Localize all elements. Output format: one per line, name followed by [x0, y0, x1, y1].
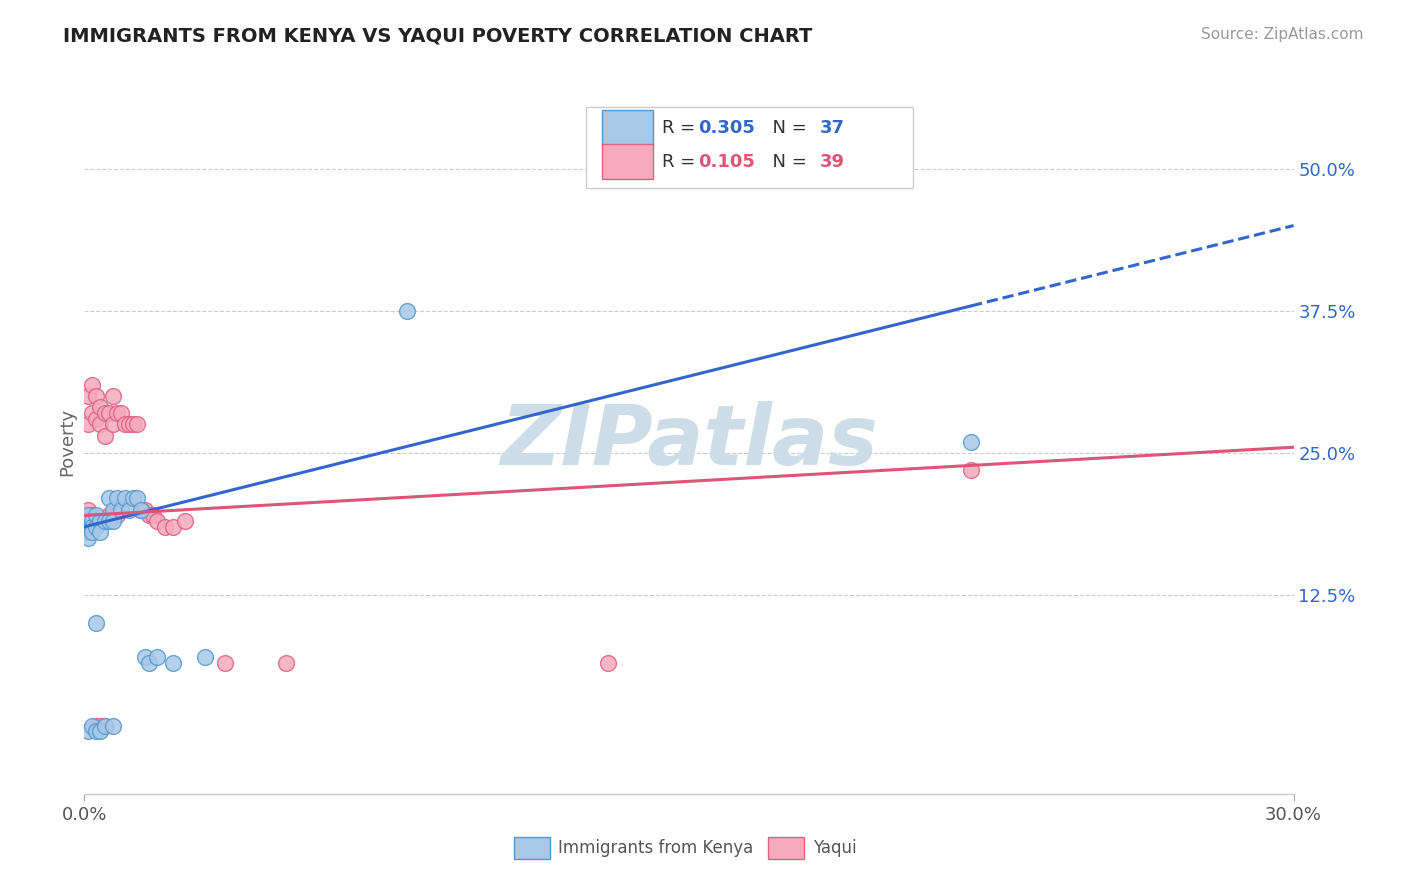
Point — [395, 303, 418, 318]
Point — [93, 514, 115, 528]
Point — [118, 502, 141, 516]
Point — [97, 508, 120, 523]
Point — [82, 525, 104, 540]
Point — [77, 531, 100, 545]
Text: 0.105: 0.105 — [699, 153, 755, 170]
Point — [598, 656, 620, 670]
Point — [153, 520, 176, 534]
Point — [125, 491, 148, 506]
Point — [82, 377, 104, 392]
Point — [138, 508, 160, 523]
FancyBboxPatch shape — [513, 837, 550, 859]
Point — [77, 508, 100, 523]
Point — [86, 389, 108, 403]
Point — [97, 406, 120, 420]
Point — [105, 406, 128, 420]
Point — [118, 417, 141, 432]
Point — [214, 656, 236, 670]
Point — [89, 417, 111, 432]
FancyBboxPatch shape — [602, 145, 652, 179]
Text: 37: 37 — [820, 119, 845, 137]
Point — [138, 656, 160, 670]
Point — [89, 401, 111, 415]
Point — [93, 719, 115, 733]
Point — [129, 502, 152, 516]
Point — [101, 502, 124, 516]
Point — [82, 520, 104, 534]
Point — [960, 463, 983, 477]
Text: Yaqui: Yaqui — [814, 839, 858, 857]
Point — [97, 514, 120, 528]
Text: R =: R = — [662, 153, 702, 170]
Point — [105, 491, 128, 506]
Point — [121, 491, 143, 506]
Point — [110, 502, 132, 516]
Text: IMMIGRANTS FROM KENYA VS YAQUI POVERTY CORRELATION CHART: IMMIGRANTS FROM KENYA VS YAQUI POVERTY C… — [63, 27, 813, 45]
Point — [89, 719, 111, 733]
Point — [162, 656, 184, 670]
FancyBboxPatch shape — [768, 837, 804, 859]
Point — [82, 508, 104, 523]
Point — [86, 724, 108, 739]
Point — [146, 650, 169, 665]
Point — [89, 724, 111, 739]
Text: 39: 39 — [820, 153, 845, 170]
Point — [93, 719, 115, 733]
Point — [86, 508, 108, 523]
Point — [134, 502, 156, 516]
Point — [174, 514, 197, 528]
Text: N =: N = — [762, 119, 813, 137]
Text: Source: ZipAtlas.com: Source: ZipAtlas.com — [1201, 27, 1364, 42]
Point — [97, 491, 120, 506]
Point — [114, 491, 136, 506]
Point — [194, 650, 217, 665]
Point — [101, 719, 124, 733]
Point — [77, 417, 100, 432]
Text: Immigrants from Kenya: Immigrants from Kenya — [558, 839, 754, 857]
Text: 0.305: 0.305 — [699, 119, 755, 137]
Point — [274, 656, 297, 670]
Point — [125, 417, 148, 432]
Point — [77, 502, 100, 516]
Point — [162, 520, 184, 534]
Point — [82, 514, 104, 528]
Text: ZIPatlas: ZIPatlas — [501, 401, 877, 482]
Point — [77, 389, 100, 403]
FancyBboxPatch shape — [602, 111, 652, 145]
Point — [114, 417, 136, 432]
Point — [960, 434, 983, 449]
Point — [77, 514, 100, 528]
Point — [82, 406, 104, 420]
Point — [146, 514, 169, 528]
Y-axis label: Poverty: Poverty — [58, 408, 76, 475]
Point — [77, 724, 100, 739]
Text: R =: R = — [662, 119, 702, 137]
FancyBboxPatch shape — [586, 107, 912, 188]
Point — [86, 719, 108, 733]
Point — [93, 429, 115, 443]
Point — [121, 417, 143, 432]
Point — [86, 412, 108, 426]
Point — [105, 508, 128, 523]
Point — [142, 508, 165, 523]
Point — [101, 514, 124, 528]
Point — [101, 389, 124, 403]
Point — [86, 520, 108, 534]
Point — [110, 406, 132, 420]
Point — [82, 719, 104, 733]
Text: N =: N = — [762, 153, 813, 170]
Point — [93, 406, 115, 420]
Point — [89, 525, 111, 540]
Point — [101, 417, 124, 432]
Point — [77, 525, 100, 540]
Point — [89, 514, 111, 528]
Point — [129, 502, 152, 516]
Point — [134, 650, 156, 665]
Point — [101, 508, 124, 523]
Point — [86, 616, 108, 631]
